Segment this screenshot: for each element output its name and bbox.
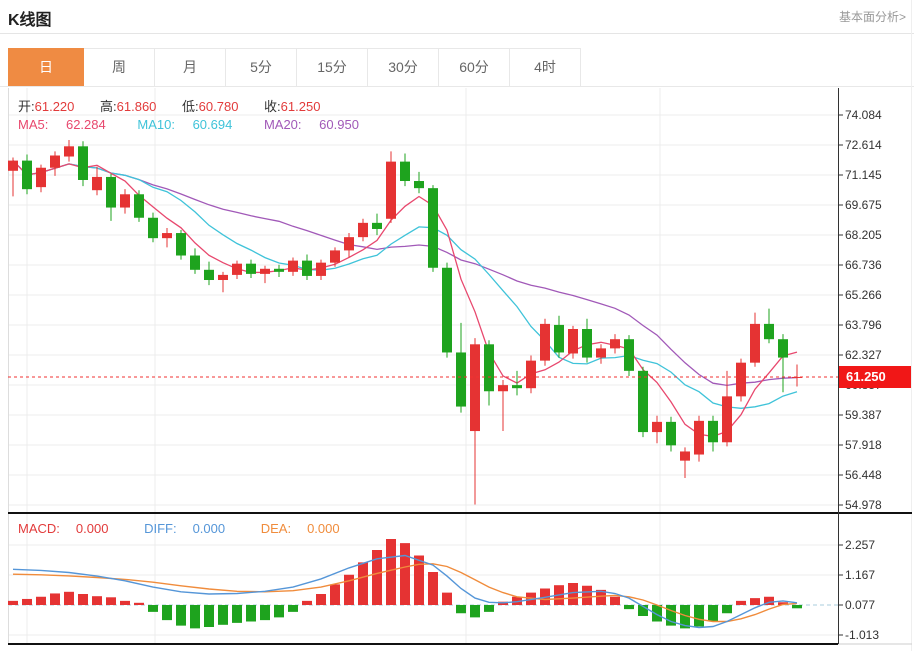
tab-4时[interactable]: 4时	[510, 48, 581, 87]
ma10-value: 60.694	[192, 117, 233, 132]
macd-axis-label: 2.257	[845, 538, 876, 552]
diff-label: DIFF:	[144, 521, 177, 536]
price-axis-label: 72.614	[845, 138, 882, 152]
ma5-value: 62.284	[65, 117, 106, 132]
tab-30分[interactable]: 30分	[368, 48, 439, 87]
price-axis-label: 62.327	[845, 348, 882, 362]
fundamental-analysis-link[interactable]: 基本面分析>	[838, 10, 906, 24]
price-axis-label: 66.736	[845, 258, 882, 272]
price-axis-label: 56.448	[845, 468, 882, 482]
ma-info: MA5: 62.284 MA10: 60.694 MA20: 60.950	[18, 117, 387, 132]
price-axis-label: 57.918	[845, 438, 882, 452]
ma20-label: MA20:	[263, 117, 302, 132]
tab-60分[interactable]: 60分	[439, 48, 510, 87]
price-axis-label: 68.205	[845, 228, 882, 242]
close-value: 61.250	[280, 99, 321, 114]
macd-label: MACD:	[18, 521, 60, 536]
tab-日[interactable]: 日	[8, 48, 84, 87]
dea-value: 0.000	[307, 521, 340, 536]
open-value: 61.220	[34, 99, 75, 114]
panel-right-border	[911, 0, 912, 651]
close-label: 收:	[264, 99, 281, 114]
price-axis-label: 54.978	[845, 498, 882, 512]
price-axis-label: 65.266	[845, 288, 882, 302]
current-price-badge: 61.250	[839, 366, 911, 388]
high-value: 61.860	[116, 99, 157, 114]
macd-value: 0.000	[75, 521, 109, 536]
macd-axis-label: 1.167	[845, 568, 876, 582]
page-title: K线图	[8, 12, 52, 29]
tab-月[interactable]: 月	[155, 48, 226, 87]
ohlc-info: 开:61.220 高:61.860 低:60.780 收:61.250	[18, 96, 342, 115]
tab-5分[interactable]: 5分	[226, 48, 297, 87]
price-axis-label: 69.675	[845, 198, 882, 212]
macd-axis-label: 0.077	[845, 598, 876, 612]
price-axis-label: 59.387	[845, 408, 882, 422]
open-label: 开:	[18, 99, 35, 114]
period-tab-bar: 日周月 5分 15分 30分 60分 4时	[8, 48, 581, 87]
price-axis-label: 74.084	[845, 108, 882, 122]
high-label: 高:	[100, 99, 117, 114]
price-axis-label: 63.796	[845, 318, 882, 332]
macd-axis-label: -1.013	[845, 628, 880, 642]
low-label: 低:	[182, 99, 199, 114]
ma5-label: MA5:	[18, 117, 49, 132]
low-value: 60.780	[198, 99, 239, 114]
dea-label: DEA:	[260, 521, 292, 536]
title-divider	[0, 33, 914, 34]
macd-info: MACD: 0.000 DIFF: 0.000 DEA: 0.000	[18, 521, 372, 536]
ma10-label: MA10:	[137, 117, 175, 132]
price-axis-label: 71.145	[845, 168, 882, 182]
diff-value: 0.000	[192, 521, 226, 536]
ma20-value: 60.950	[319, 117, 359, 132]
tab-bar-underline	[0, 86, 914, 87]
kline-chart-canvas[interactable]	[0, 88, 914, 645]
